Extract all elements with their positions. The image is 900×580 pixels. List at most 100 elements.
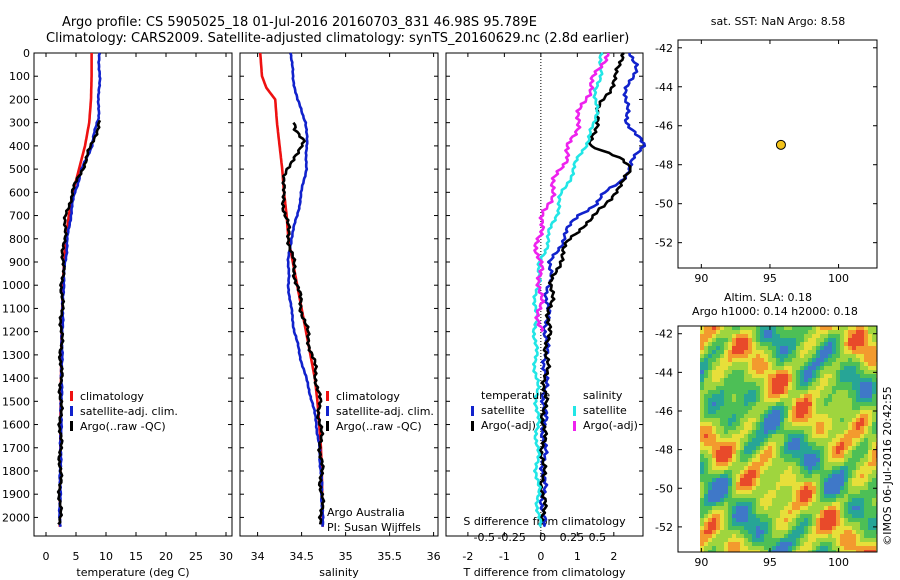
heatmap-cell	[856, 510, 860, 514]
heatmap-cell	[744, 494, 748, 498]
heatmap-cell	[800, 454, 804, 458]
heatmap-cell	[788, 382, 792, 386]
heatmap-cell	[760, 418, 764, 422]
heatmap-cell	[812, 498, 816, 502]
heatmap-cell	[796, 470, 800, 474]
heatmap-cell	[720, 446, 724, 450]
heatmap-cell	[736, 342, 740, 346]
heatmap-cell	[824, 514, 828, 518]
heatmap-cell	[772, 346, 776, 350]
heatmap-cell	[816, 418, 820, 422]
heatmap-cell	[708, 346, 712, 350]
heatmap-cell	[744, 458, 748, 462]
heatmap-cell	[780, 458, 784, 462]
heatmap-cell	[700, 338, 704, 342]
map-frame	[677, 325, 878, 553]
heatmap-cell	[812, 386, 816, 390]
heatmap-cell	[792, 514, 796, 518]
heatmap-cell	[784, 394, 788, 398]
heatmap-cell	[704, 526, 708, 530]
heatmap-cell	[728, 466, 732, 470]
heatmap-cell	[720, 542, 724, 546]
heatmap-cell	[748, 526, 752, 530]
x-tick-label: 90	[694, 556, 708, 569]
heatmap-cell	[804, 518, 808, 522]
heatmap-cell	[744, 386, 748, 390]
heatmap-cell	[792, 354, 796, 358]
heatmap-cell	[868, 334, 872, 338]
heatmap-cell	[712, 490, 716, 494]
heatmap-cell	[748, 330, 752, 334]
heatmap-cell	[748, 426, 752, 430]
heatmap-cell	[756, 418, 760, 422]
heatmap-cell	[832, 358, 836, 362]
heatmap-cell	[812, 330, 816, 334]
heatmap-cell	[712, 442, 716, 446]
heatmap-cell	[712, 330, 716, 334]
heatmap-cell	[820, 546, 824, 550]
heatmap-cell	[800, 522, 804, 526]
heatmap-cell	[828, 330, 832, 334]
heatmap-cell	[796, 374, 800, 378]
heatmap-cell	[848, 498, 852, 502]
heatmap-cell	[756, 366, 760, 370]
heatmap-cell	[808, 518, 812, 522]
heatmap-cell	[748, 466, 752, 470]
heatmap-cell	[820, 526, 824, 530]
heatmap-cell	[828, 514, 832, 518]
heatmap-cell	[784, 546, 788, 550]
heatmap-cell	[748, 514, 752, 518]
heatmap-cell	[828, 458, 832, 462]
heatmap-cell	[708, 410, 712, 414]
heatmap-cell	[848, 422, 852, 426]
heatmap-cell	[756, 514, 760, 518]
heatmap-cell	[852, 374, 856, 378]
heatmap-cell	[744, 362, 748, 366]
heatmap-cell	[712, 326, 716, 330]
heatmap-cell	[864, 326, 868, 330]
heatmap-cell	[848, 470, 852, 474]
heatmap-cell	[732, 462, 736, 466]
heatmap-cell	[824, 346, 828, 350]
heatmap-cell	[700, 390, 704, 394]
heatmap-cell	[724, 406, 728, 410]
heatmap-cell	[852, 390, 856, 394]
heatmap-cell	[800, 442, 804, 446]
heatmap-cell	[760, 330, 764, 334]
heatmap-cell	[736, 418, 740, 422]
heatmap-cell	[732, 514, 736, 518]
heatmap-cell	[768, 494, 772, 498]
heatmap-cell	[732, 530, 736, 534]
heatmap-cell	[752, 386, 756, 390]
heatmap-cell	[704, 542, 708, 546]
secondary-tick-label: -0.5	[474, 531, 495, 544]
x-tick-label: 0	[537, 550, 544, 563]
heatmap-cell	[828, 342, 832, 346]
heatmap-cell	[812, 478, 816, 482]
heatmap-cell	[776, 470, 780, 474]
heatmap-cell	[736, 530, 740, 534]
heatmap-cell	[792, 414, 796, 418]
heatmap-cell	[820, 326, 824, 330]
heatmap-cell	[812, 510, 816, 514]
heatmap-cell	[780, 438, 784, 442]
heatmap-cell	[852, 550, 856, 552]
heatmap-cell	[780, 386, 784, 390]
heatmap-cell	[864, 474, 868, 478]
heatmap-cell	[716, 354, 720, 358]
heatmap-cell	[764, 430, 768, 434]
heatmap-cell	[792, 446, 796, 450]
heatmap-cell	[800, 506, 804, 510]
heatmap-cell	[752, 390, 756, 394]
heatmap-cell	[772, 474, 776, 478]
heatmap-cell	[804, 446, 808, 450]
heatmap-cell	[828, 530, 832, 534]
heatmap-cell	[832, 410, 836, 414]
heatmap-cell	[796, 466, 800, 470]
y-tick-label: 500	[9, 163, 30, 176]
heatmap-cell	[844, 338, 848, 342]
heatmap-cell	[836, 522, 840, 526]
heatmap-cell	[716, 538, 720, 542]
heatmap-cell	[872, 474, 876, 478]
heatmap-cell	[836, 474, 840, 478]
